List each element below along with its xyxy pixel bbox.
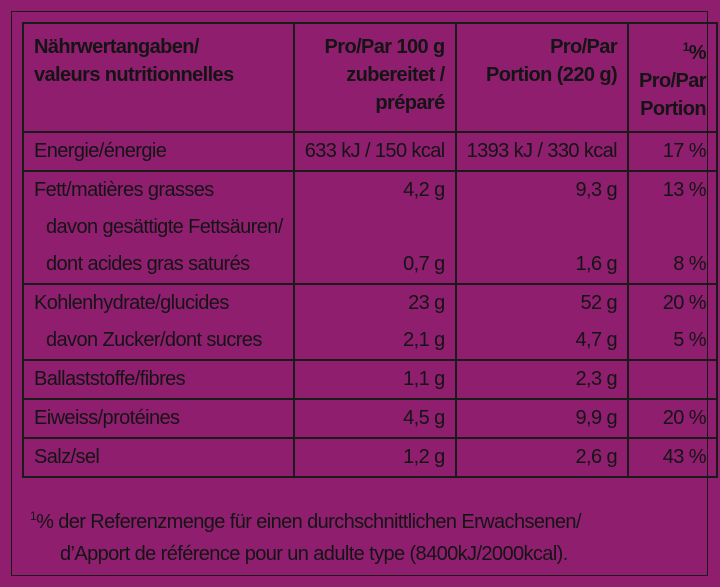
value-per-100g: 633 kJ / 150 kcal [304, 140, 445, 162]
value-per-portion: 2,6 g [575, 446, 618, 468]
footnote-marker: 1 [30, 509, 37, 523]
footnote: 1% der Referenzmenge für einen durchschn… [30, 500, 582, 570]
value-percent-ri-cell: 17 % [627, 131, 718, 172]
header-footnote-marker: 1 [682, 40, 690, 54]
header-per-portion: Pro/Par Portion (220 g) [454, 22, 630, 133]
nutrient-label: davon Zucker/dont sucres [46, 329, 262, 351]
value-percent-ri: 5 % [673, 329, 706, 351]
value-per-100g-cell: 23 g 2,1 g [292, 283, 457, 361]
value-percent-ri-cell [627, 359, 718, 400]
value-per-portion: 4,7 g [575, 329, 618, 351]
value-per-100g-cell: 4,5 g [292, 398, 457, 439]
value-per-100g: 2,1 g [403, 329, 445, 351]
header-per-100g-line1: Pro/Par 100 g [324, 36, 446, 58]
nutrient-label-cell: Ballaststoffe/fibres [22, 359, 295, 400]
table-row: Energie/énergie 633 kJ / 150 kcal 1393 kJ … [22, 131, 718, 172]
value-percent-ri [639, 361, 706, 398]
value-per-100g: 4,5 g [403, 407, 445, 429]
value-per-portion-cell: 9,9 g [454, 398, 630, 439]
value-per-portion-cell: 2,3 g [454, 359, 630, 400]
value-percent-ri: 43 % [662, 446, 707, 468]
value-per-100g: 0,7 g [403, 253, 445, 275]
header-per-100g-line2: zubereitet / [346, 64, 445, 86]
value-per-portion: 1393 kJ / 330 kcal [466, 140, 618, 162]
nutrient-label: Energie/énergie [34, 140, 167, 162]
header-percent-line1: % Pro/Par [639, 42, 707, 92]
value-percent-ri-cell: 20 % 5 % [627, 283, 718, 361]
value-per-portion: 9,3 g [575, 179, 618, 201]
nutrient-label: davon gesättigte Fettsäuren/ [46, 216, 283, 238]
footnote-line2: d’Apport de référence pour un adulte typ… [60, 543, 568, 565]
value-per-100g-cell: 1,1 g [292, 359, 457, 400]
nutrient-label-cell: Fett/matières grasses davon gesättigte Fe… [22, 170, 295, 285]
nutrition-table: Nährwertangaben/ valeurs nutritionnelles… [22, 22, 718, 478]
header-percent-line2: Portion [640, 98, 706, 120]
value-per-portion: 2,3 g [575, 368, 618, 390]
value-per-100g: 1,2 g [403, 446, 445, 468]
value-per-100g-cell: 633 kJ / 150 kcal [292, 131, 457, 172]
footnote-line1: % der Referenzmenge für einen durchschni… [36, 511, 581, 533]
value-percent-ri: 20 % [662, 407, 707, 429]
header-per-100g-line3: préparé [375, 92, 445, 114]
value-per-portion: 9,9 g [575, 407, 618, 429]
header-per-portion-line2: Portion (220 g) [486, 64, 618, 86]
value-percent-ri [639, 209, 706, 246]
table-row: Salz/sel 1,2 g 2,6 g 43 % [22, 437, 718, 478]
nutrient-label: Ballaststoffe/fibres [34, 368, 186, 390]
value-percent-ri-cell: 20 % [627, 398, 718, 439]
value-percent-ri: 20 % [662, 292, 707, 314]
value-percent-ri: 17 % [662, 140, 707, 162]
value-per-100g: 4,2 g [403, 179, 445, 201]
value-per-100g: 1,1 g [403, 368, 445, 390]
nutrient-label: Eiweiss/protéines [34, 407, 180, 429]
value-per-100g: 23 g [408, 292, 445, 314]
nutrient-label-cell: Eiweiss/protéines [22, 398, 295, 439]
value-per-portion: 1,6 g [575, 253, 618, 275]
header-nutrients: Nährwertangaben/ valeurs nutritionnelles [22, 22, 295, 133]
nutrient-label: Fett/matières grasses [34, 179, 214, 201]
table-row: Kohlenhydrate/glucides davon Zucker/dont … [22, 283, 718, 361]
nutrient-label: Salz/sel [34, 446, 100, 468]
table-row: Ballaststoffe/fibres 1,1 g 2,3 g [22, 359, 718, 400]
value-per-100g-cell: 1,2 g [292, 437, 457, 478]
nutrient-label-cell: Kohlenhydrate/glucides davon Zucker/dont … [22, 283, 295, 361]
value-per-portion-cell: 2,6 g [454, 437, 630, 478]
table-header-row: Nährwertangaben/ valeurs nutritionnelles… [22, 22, 718, 133]
header-percent-portion: 1% Pro/Par Portion [627, 22, 718, 133]
header-nutrients-de: Nährwertangaben/ [34, 36, 199, 58]
value-percent-ri-cell: 13 % 8 % [627, 170, 718, 285]
nutrient-label: dont acides gras saturés [46, 253, 250, 275]
value-percent-ri: 13 % [662, 179, 707, 201]
value-percent-ri-cell: 43 % [627, 437, 718, 478]
value-percent-ri: 8 % [673, 253, 706, 275]
value-per-portion-cell: 1393 kJ / 330 kcal [454, 131, 630, 172]
header-per-portion-line1: Pro/Par [550, 36, 618, 58]
value-per-portion [467, 209, 617, 246]
table-row: Fett/matières grasses davon gesättigte Fe… [22, 170, 718, 285]
table-row: Eiweiss/protéines 4,5 g 9,9 g 20 % [22, 398, 718, 439]
value-per-portion: 52 g [580, 292, 618, 314]
value-per-portion-cell: 9,3 g 1,6 g [454, 170, 630, 285]
header-nutrients-fr: valeurs nutritionnelles [34, 64, 234, 86]
value-per-100g [305, 209, 445, 246]
value-per-portion-cell: 52 g 4,7 g [454, 283, 630, 361]
nutrient-label-cell: Energie/énergie [22, 131, 295, 172]
header-per-100g: Pro/Par 100 g zubereitet / préparé [292, 22, 457, 133]
nutrient-label: Kohlenhydrate/glucides [34, 292, 229, 314]
value-per-100g-cell: 4,2 g 0,7 g [292, 170, 457, 285]
nutrient-label-cell: Salz/sel [22, 437, 295, 478]
